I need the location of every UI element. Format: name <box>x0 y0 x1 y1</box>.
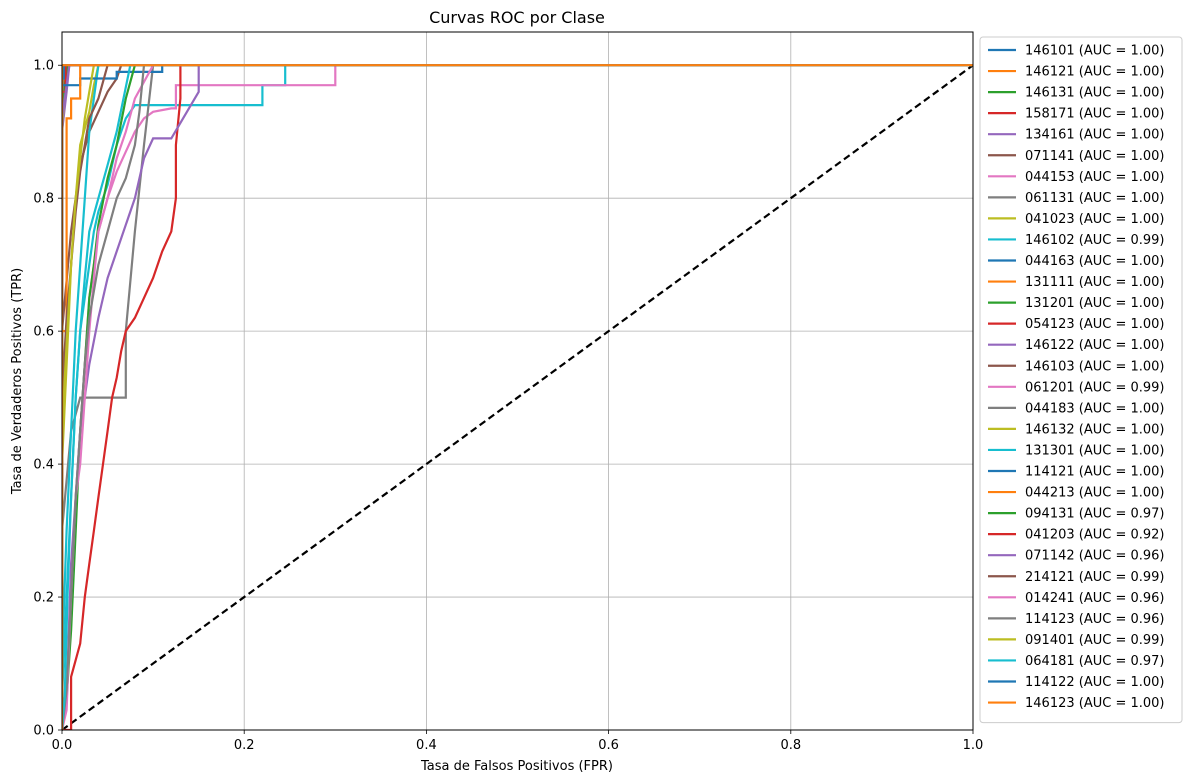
roc-series-line <box>62 64 973 730</box>
roc-series-line <box>62 64 973 730</box>
roc-series-line <box>62 64 973 730</box>
roc-series-line <box>62 64 973 730</box>
y-tick-label: 1.0 <box>33 59 54 74</box>
roc-series-line <box>62 64 973 730</box>
roc-series-line <box>62 64 973 730</box>
legend-entry: 146132 (AUC = 1.00) <box>1025 422 1165 437</box>
legend-entry: 061131 (AUC = 1.00) <box>1025 191 1165 206</box>
x-tick-label: 0.2 <box>234 738 255 753</box>
x-tick-label: 1.0 <box>963 738 984 753</box>
x-tick-label: 0.6 <box>598 738 619 753</box>
legend-entry: 146102 (AUC = 0.99) <box>1025 233 1165 248</box>
legend-box <box>979 36 1183 724</box>
legend: 146101 (AUC = 1.00) 146121 (AUC = 1.00) 14… <box>979 36 1183 724</box>
legend-entry: 071142 (AUC = 0.96) <box>1025 549 1165 564</box>
legend-entry: 134161 (AUC = 1.00) <box>1025 128 1165 143</box>
chart-title: Curvas ROC por Clase <box>429 8 605 27</box>
x-axis-ticks: 0.0 0.2 0.4 0.6 0.8 1.0 <box>52 730 984 753</box>
series-lines <box>62 64 973 730</box>
diagonal-line <box>61 64 974 731</box>
legend-entry: 094131 (AUC = 0.97) <box>1025 507 1165 522</box>
y-tick-label: 0.4 <box>33 458 54 473</box>
legend-entry: 146122 (AUC = 1.00) <box>1025 338 1165 353</box>
roc-series-line <box>62 64 973 730</box>
legend-entry: 214121 (AUC = 0.99) <box>1025 570 1165 585</box>
legend-entry: 041203 (AUC = 0.92) <box>1025 528 1165 543</box>
legend-entry: 114121 (AUC = 1.00) <box>1025 465 1165 480</box>
legend-entry: 044183 (AUC = 1.00) <box>1025 401 1165 416</box>
plot-frame <box>61 31 974 731</box>
legend-entry: 146121 (AUC = 1.00) <box>1025 65 1165 80</box>
y-axis-ticks: 0.0 0.2 0.4 0.6 0.8 1.0 <box>33 59 62 739</box>
x-axis-label: Tasa de Falsos Positivos (FPR) <box>420 759 613 774</box>
legend-entry: 014241 (AUC = 0.96) <box>1025 591 1165 606</box>
legend-entry: 064181 (AUC = 0.97) <box>1025 654 1165 669</box>
legend-entry: 054123 (AUC = 1.00) <box>1025 317 1165 332</box>
grid <box>61 32 974 731</box>
y-tick-label: 0.0 <box>33 724 54 739</box>
legend-entry: 091401 (AUC = 0.99) <box>1025 633 1165 648</box>
x-tick-label: 0.4 <box>416 738 437 753</box>
diagonal-reference <box>61 64 974 731</box>
legend-entry: 114122 (AUC = 1.00) <box>1025 675 1165 690</box>
legend-entry: 131201 (AUC = 1.00) <box>1025 296 1165 311</box>
x-tick-label: 0.8 <box>780 738 801 753</box>
legend-entry: 146103 (AUC = 1.00) <box>1025 359 1165 374</box>
y-axis-label: Tasa de Verdaderos Positivos (TPR) <box>10 268 25 495</box>
y-tick-label: 0.2 <box>33 591 54 606</box>
roc-series-line <box>62 64 973 730</box>
legend-entry: 146101 (AUC = 1.00) <box>1025 44 1165 59</box>
legend-entry: 146123 (AUC = 1.00) <box>1025 696 1165 711</box>
legend-entry: 114123 (AUC = 0.96) <box>1025 612 1165 627</box>
x-tick-label: 0.0 <box>52 738 73 753</box>
legend-entry: 131111 (AUC = 1.00) <box>1025 275 1165 290</box>
y-tick-label: 0.8 <box>33 192 54 207</box>
legend-entry: 044163 (AUC = 1.00) <box>1025 254 1165 269</box>
legend-entry: 158171 (AUC = 1.00) <box>1025 107 1165 122</box>
legend-entry: 044153 (AUC = 1.00) <box>1025 170 1165 185</box>
legend-entry: 061201 (AUC = 0.99) <box>1025 380 1165 395</box>
legend-entry: 041023 (AUC = 1.00) <box>1025 212 1165 227</box>
legend-entry: 044213 (AUC = 1.00) <box>1025 486 1165 501</box>
legend-entry: 131301 (AUC = 1.00) <box>1025 443 1165 458</box>
roc-series-line <box>62 64 973 730</box>
y-tick-label: 0.6 <box>33 325 54 340</box>
legend-entry: 071141 (AUC = 1.00) <box>1025 149 1165 164</box>
legend-entry: 146131 (AUC = 1.00) <box>1025 86 1165 101</box>
roc-series-line <box>62 64 973 730</box>
roc-series-line <box>62 64 973 730</box>
